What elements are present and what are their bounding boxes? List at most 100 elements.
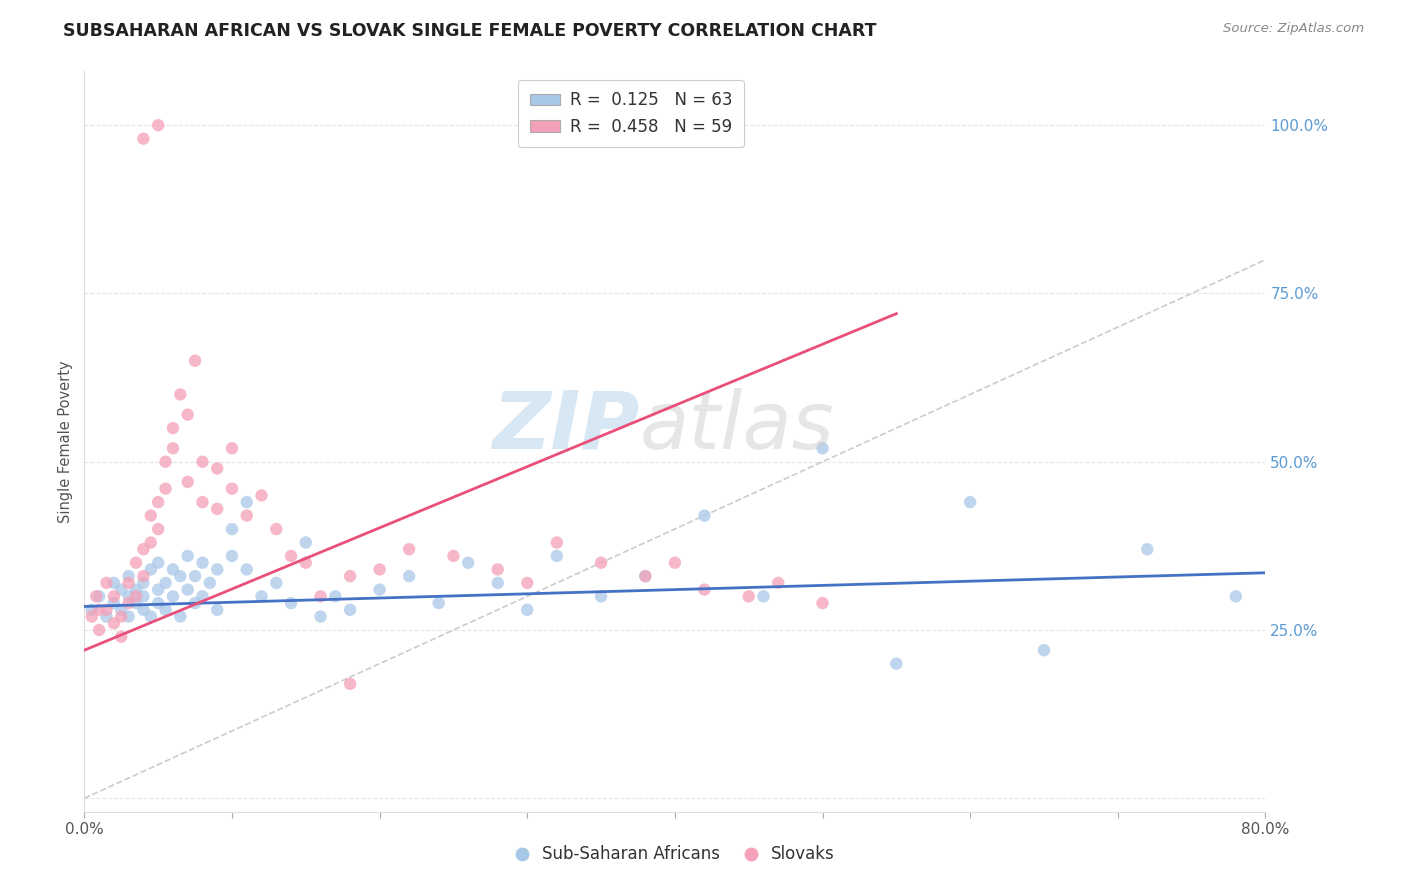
Point bbox=[486, 575, 509, 590]
Point bbox=[132, 575, 155, 590]
Point bbox=[139, 535, 162, 549]
Point bbox=[339, 603, 361, 617]
Point bbox=[398, 542, 420, 557]
Point bbox=[103, 590, 125, 604]
Point bbox=[339, 569, 361, 583]
Point bbox=[169, 387, 191, 401]
Point bbox=[148, 556, 170, 570]
Point bbox=[191, 590, 214, 604]
Point bbox=[486, 562, 509, 576]
Point bbox=[162, 590, 184, 604]
Point bbox=[110, 603, 132, 617]
Point bbox=[457, 556, 479, 570]
Point bbox=[516, 603, 538, 617]
Point bbox=[250, 488, 273, 502]
Point bbox=[236, 495, 259, 509]
Point bbox=[443, 549, 465, 563]
Point bbox=[162, 442, 184, 456]
Point bbox=[125, 582, 148, 597]
Point bbox=[236, 508, 259, 523]
Point bbox=[184, 569, 207, 583]
Point bbox=[1225, 590, 1247, 604]
Point bbox=[207, 603, 229, 617]
Point bbox=[427, 596, 450, 610]
Point bbox=[96, 575, 118, 590]
Point bbox=[118, 609, 141, 624]
Point bbox=[309, 609, 332, 624]
Point bbox=[221, 522, 243, 536]
Point bbox=[309, 590, 332, 604]
Point bbox=[118, 596, 141, 610]
Point bbox=[250, 590, 273, 604]
Point bbox=[177, 408, 200, 422]
Point bbox=[693, 582, 716, 597]
Point bbox=[221, 549, 243, 563]
Point bbox=[132, 131, 155, 145]
Point bbox=[693, 508, 716, 523]
Point bbox=[811, 442, 834, 456]
Point bbox=[169, 609, 191, 624]
Point bbox=[591, 556, 613, 570]
Point bbox=[132, 569, 155, 583]
Point bbox=[132, 603, 155, 617]
Point bbox=[148, 596, 170, 610]
Point bbox=[516, 575, 538, 590]
Point bbox=[139, 508, 162, 523]
Point bbox=[266, 522, 288, 536]
Point bbox=[325, 590, 347, 604]
Point bbox=[191, 556, 214, 570]
Point bbox=[87, 590, 111, 604]
Point bbox=[634, 569, 657, 583]
Point bbox=[148, 582, 170, 597]
Point bbox=[80, 603, 103, 617]
Point bbox=[1033, 643, 1056, 657]
Legend: Sub-Saharan Africans, Slovaks: Sub-Saharan Africans, Slovaks bbox=[508, 838, 842, 870]
Point bbox=[634, 569, 657, 583]
Point bbox=[169, 569, 191, 583]
Point bbox=[811, 596, 834, 610]
Point bbox=[591, 590, 613, 604]
Point bbox=[368, 562, 391, 576]
Point bbox=[96, 609, 118, 624]
Point bbox=[139, 609, 162, 624]
Point bbox=[398, 569, 420, 583]
Y-axis label: Single Female Poverty: Single Female Poverty bbox=[58, 360, 73, 523]
Point bbox=[546, 549, 568, 563]
Point bbox=[87, 623, 111, 637]
Point bbox=[139, 562, 162, 576]
Point bbox=[886, 657, 908, 671]
Point bbox=[118, 590, 141, 604]
Point bbox=[221, 482, 243, 496]
Point bbox=[177, 549, 200, 563]
Point bbox=[236, 562, 259, 576]
Point bbox=[177, 475, 200, 489]
Point bbox=[110, 630, 132, 644]
Point bbox=[368, 582, 391, 597]
Point bbox=[295, 556, 318, 570]
Point bbox=[155, 482, 177, 496]
Point bbox=[80, 609, 103, 624]
Point bbox=[132, 590, 155, 604]
Point bbox=[148, 522, 170, 536]
Text: atlas: atlas bbox=[640, 388, 834, 466]
Point bbox=[96, 603, 118, 617]
Point bbox=[110, 582, 132, 597]
Point bbox=[148, 118, 170, 132]
Point bbox=[768, 575, 790, 590]
Point bbox=[198, 575, 221, 590]
Point bbox=[84, 590, 107, 604]
Point bbox=[162, 421, 184, 435]
Point bbox=[148, 495, 170, 509]
Point bbox=[738, 590, 761, 604]
Point bbox=[339, 677, 361, 691]
Point bbox=[546, 535, 568, 549]
Point bbox=[184, 353, 207, 368]
Point bbox=[752, 590, 775, 604]
Point bbox=[103, 575, 125, 590]
Point bbox=[125, 556, 148, 570]
Point bbox=[207, 461, 229, 475]
Point bbox=[110, 609, 132, 624]
Point bbox=[280, 549, 302, 563]
Point bbox=[664, 556, 686, 570]
Point bbox=[125, 590, 148, 604]
